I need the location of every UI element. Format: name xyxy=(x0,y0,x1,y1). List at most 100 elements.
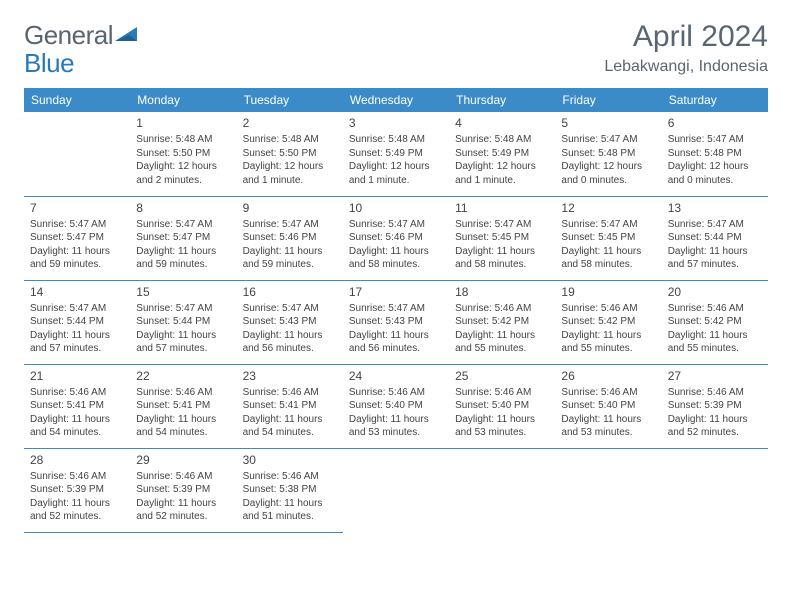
sunset-text: Sunset: 5:49 PM xyxy=(349,147,443,161)
calendar-page: General April 2024 Lebakwangi, Indonesia… xyxy=(0,0,792,612)
sunset-text: Sunset: 5:46 PM xyxy=(243,231,337,245)
sunset-text: Sunset: 5:50 PM xyxy=(243,147,337,161)
sunrise-text: Sunrise: 5:47 AM xyxy=(30,302,124,316)
day-number: 15 xyxy=(136,284,230,300)
calendar-cell: 23Sunrise: 5:46 AMSunset: 5:41 PMDayligh… xyxy=(237,364,343,448)
daylight-text: Daylight: 11 hours and 58 minutes. xyxy=(561,245,655,272)
daylight-text: Daylight: 12 hours and 1 minute. xyxy=(243,160,337,187)
daylight-text: Daylight: 11 hours and 56 minutes. xyxy=(349,329,443,356)
calendar-cell: 6Sunrise: 5:47 AMSunset: 5:48 PMDaylight… xyxy=(662,112,768,196)
daylight-text: Daylight: 11 hours and 57 minutes. xyxy=(668,245,762,272)
daylight-text: Daylight: 11 hours and 52 minutes. xyxy=(668,413,762,440)
day-number: 22 xyxy=(136,368,230,384)
day-number: 9 xyxy=(243,200,337,216)
sunrise-text: Sunrise: 5:46 AM xyxy=(561,302,655,316)
month-title: April 2024 xyxy=(604,20,768,54)
logo-word2: Blue xyxy=(24,48,74,78)
sunset-text: Sunset: 5:39 PM xyxy=(668,399,762,413)
header: General April 2024 Lebakwangi, Indonesia xyxy=(24,20,768,76)
daylight-text: Daylight: 11 hours and 54 minutes. xyxy=(136,413,230,440)
calendar-cell xyxy=(555,448,661,532)
sunset-text: Sunset: 5:48 PM xyxy=(561,147,655,161)
sunset-text: Sunset: 5:50 PM xyxy=(136,147,230,161)
sunrise-text: Sunrise: 5:47 AM xyxy=(349,218,443,232)
day-number: 4 xyxy=(455,115,549,131)
calendar-row: 14Sunrise: 5:47 AMSunset: 5:44 PMDayligh… xyxy=(24,280,768,364)
sunrise-text: Sunrise: 5:47 AM xyxy=(136,218,230,232)
daylight-text: Daylight: 11 hours and 55 minutes. xyxy=(455,329,549,356)
calendar-cell: 2Sunrise: 5:48 AMSunset: 5:50 PMDaylight… xyxy=(237,112,343,196)
sunset-text: Sunset: 5:39 PM xyxy=(136,483,230,497)
sunset-text: Sunset: 5:44 PM xyxy=(668,231,762,245)
daylight-text: Daylight: 11 hours and 57 minutes. xyxy=(30,329,124,356)
weekday-header: Saturday xyxy=(662,88,768,112)
sunset-text: Sunset: 5:47 PM xyxy=(136,231,230,245)
daylight-text: Daylight: 12 hours and 0 minutes. xyxy=(561,160,655,187)
daylight-text: Daylight: 12 hours and 1 minute. xyxy=(455,160,549,187)
title-block: April 2024 Lebakwangi, Indonesia xyxy=(604,20,768,76)
calendar-cell xyxy=(343,448,449,532)
calendar-cell: 22 Sunrise: 5:46 AMSunset: 5:41 PMDayligh… xyxy=(130,364,236,448)
sunset-text: Sunset: 5:43 PM xyxy=(349,315,443,329)
sunset-text: Sunset: 5:41 PM xyxy=(136,399,230,413)
sunset-text: Sunset: 5:38 PM xyxy=(243,483,337,497)
calendar-cell: 12Sunrise: 5:47 AMSunset: 5:45 PMDayligh… xyxy=(555,196,661,280)
day-number: 7 xyxy=(30,200,124,216)
sunset-text: Sunset: 5:40 PM xyxy=(561,399,655,413)
calendar-cell: 17Sunrise: 5:47 AMSunset: 5:43 PMDayligh… xyxy=(343,280,449,364)
sunrise-text: Sunrise: 5:46 AM xyxy=(561,386,655,400)
weekday-header: Sunday xyxy=(24,88,130,112)
calendar-cell: 21Sunrise: 5:46 AMSunset: 5:41 PMDayligh… xyxy=(24,364,130,448)
logo-word1: General xyxy=(24,20,113,51)
daylight-text: Daylight: 11 hours and 58 minutes. xyxy=(455,245,549,272)
sunset-text: Sunset: 5:39 PM xyxy=(30,483,124,497)
daylight-text: Daylight: 11 hours and 54 minutes. xyxy=(243,413,337,440)
sunrise-text: Sunrise: 5:46 AM xyxy=(30,470,124,484)
calendar-row: 28Sunrise: 5:46 AMSunset: 5:39 PMDayligh… xyxy=(24,448,768,532)
daylight-text: Daylight: 11 hours and 59 minutes. xyxy=(136,245,230,272)
sunset-text: Sunset: 5:42 PM xyxy=(561,315,655,329)
sunset-text: Sunset: 5:42 PM xyxy=(668,315,762,329)
daylight-text: Daylight: 11 hours and 52 minutes. xyxy=(30,497,124,524)
sunrise-text: Sunrise: 5:46 AM xyxy=(668,302,762,316)
calendar-cell: 7Sunrise: 5:47 AMSunset: 5:47 PMDaylight… xyxy=(24,196,130,280)
sunrise-text: Sunrise: 5:47 AM xyxy=(668,133,762,147)
sunrise-text: Sunrise: 5:47 AM xyxy=(668,218,762,232)
calendar-cell: 4Sunrise: 5:48 AMSunset: 5:49 PMDaylight… xyxy=(449,112,555,196)
day-number: 13 xyxy=(668,200,762,216)
daylight-text: Daylight: 11 hours and 52 minutes. xyxy=(136,497,230,524)
location: Lebakwangi, Indonesia xyxy=(604,58,768,76)
sunrise-text: Sunrise: 5:46 AM xyxy=(136,386,230,400)
sunrise-text: Sunrise: 5:46 AM xyxy=(349,386,443,400)
sunrise-text: Sunrise: 5:46 AM xyxy=(136,470,230,484)
sunrise-text: Sunrise: 5:47 AM xyxy=(561,133,655,147)
logo: General xyxy=(24,20,143,51)
calendar-cell: 8 Sunrise: 5:47 AMSunset: 5:47 PMDaylight… xyxy=(130,196,236,280)
calendar-cell: 15Sunrise: 5:47 AMSunset: 5:44 PMDayligh… xyxy=(130,280,236,364)
sunset-text: Sunset: 5:47 PM xyxy=(30,231,124,245)
sunrise-text: Sunrise: 5:46 AM xyxy=(243,470,337,484)
day-number: 5 xyxy=(561,115,655,131)
sunrise-text: Sunrise: 5:47 AM xyxy=(243,218,337,232)
calendar-cell: 1Sunrise: 5:48 AMSunset: 5:50 PMDaylight… xyxy=(130,112,236,196)
calendar-table: SundayMondayTuesdayWednesdayThursdayFrid… xyxy=(24,88,768,533)
sunrise-text: Sunrise: 5:47 AM xyxy=(455,218,549,232)
daylight-text: Daylight: 11 hours and 54 minutes. xyxy=(30,413,124,440)
sunrise-text: Sunrise: 5:46 AM xyxy=(455,302,549,316)
calendar-cell: 5 Sunrise: 5:47 AMSunset: 5:48 PMDaylight… xyxy=(555,112,661,196)
day-number: 24 xyxy=(349,368,443,384)
day-number: 18 xyxy=(455,284,549,300)
sunset-text: Sunset: 5:44 PM xyxy=(136,315,230,329)
daylight-text: Daylight: 11 hours and 55 minutes. xyxy=(561,329,655,356)
day-number: 8 xyxy=(136,200,230,216)
daylight-text: Daylight: 11 hours and 53 minutes. xyxy=(349,413,443,440)
sunset-text: Sunset: 5:49 PM xyxy=(455,147,549,161)
sunset-text: Sunset: 5:48 PM xyxy=(668,147,762,161)
calendar-cell: 24Sunrise: 5:46 AMSunset: 5:40 PMDayligh… xyxy=(343,364,449,448)
calendar-row: 7Sunrise: 5:47 AMSunset: 5:47 PMDaylight… xyxy=(24,196,768,280)
daylight-text: Daylight: 12 hours and 1 minute. xyxy=(349,160,443,187)
weekday-header: Thursday xyxy=(449,88,555,112)
sunset-text: Sunset: 5:44 PM xyxy=(30,315,124,329)
sunrise-text: Sunrise: 5:47 AM xyxy=(561,218,655,232)
sunset-text: Sunset: 5:43 PM xyxy=(243,315,337,329)
